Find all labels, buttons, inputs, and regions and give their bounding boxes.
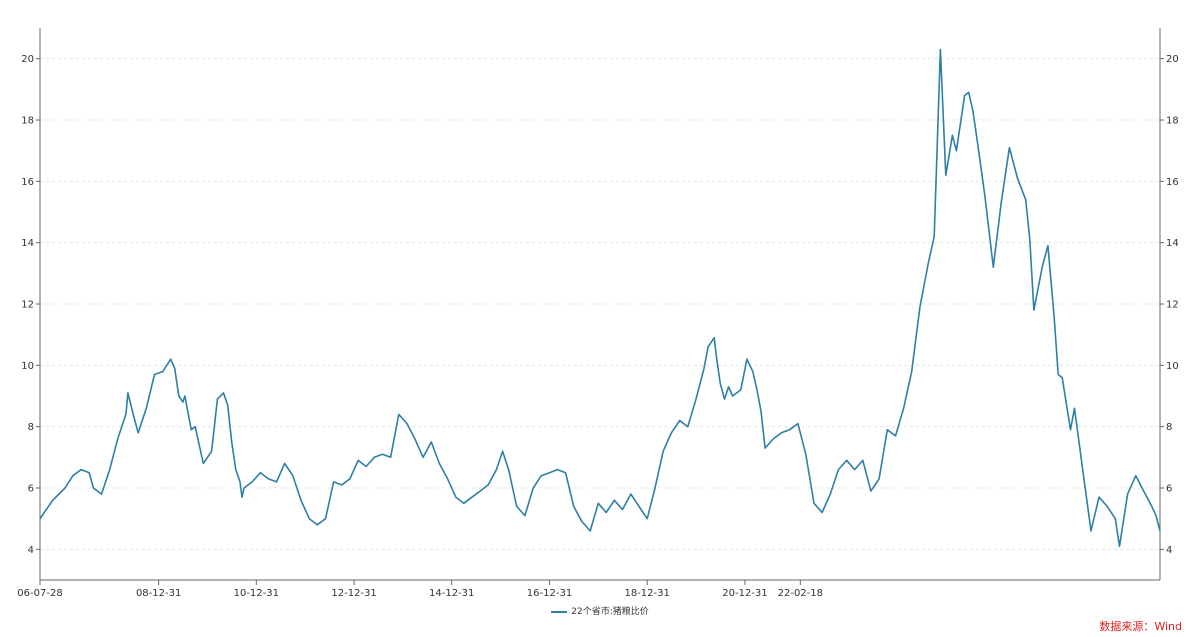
x-tick-label: 12-12-31 <box>331 588 376 599</box>
y-tick-label-left: 8 <box>28 422 34 433</box>
legend[interactable]: 22个省市:猪粮比价 <box>0 604 1200 617</box>
y-tick-label-left: 12 <box>21 300 34 311</box>
x-tick-label: 06-07-28 <box>17 588 62 599</box>
y-tick-label-left: 20 <box>21 54 34 65</box>
y-tick-label-right: 18 <box>1166 116 1179 127</box>
series-line <box>39 48 1161 548</box>
y-tick-label-right: 4 <box>1166 545 1172 556</box>
y-tick-label-left: 10 <box>21 361 34 372</box>
y-tick-label-left: 16 <box>21 177 34 188</box>
x-tick-label: 16-12-31 <box>527 588 572 599</box>
y-tick-label-left: 18 <box>21 116 34 127</box>
y-tick-label-right: 14 <box>1166 238 1179 249</box>
x-tick-label: 18-12-31 <box>624 588 669 599</box>
x-tick-label: 20-12-31 <box>722 588 767 599</box>
y-tick-label-left: 4 <box>28 545 34 556</box>
source-note: 数据来源：Wind <box>1099 620 1182 633</box>
x-tick-label: 10-12-31 <box>234 588 279 599</box>
y-tick-label-right: 8 <box>1166 422 1172 433</box>
x-tick-label: 22-02-18 <box>778 588 823 599</box>
y-tick-label-right: 12 <box>1166 300 1179 311</box>
x-tick-label: 08-12-31 <box>136 588 181 599</box>
legend-label: 22个省市:猪粮比价 <box>571 607 649 617</box>
y-tick-label-left: 6 <box>28 484 34 495</box>
legend-swatch <box>551 610 568 613</box>
y-tick-label-right: 16 <box>1166 177 1179 188</box>
y-tick-label-left: 14 <box>21 238 34 249</box>
line-chart: 4 4 6 6 8 8 10 10 12 12 14 14 16 16 18 18 20 20 06-07-28 08… <box>17 28 1179 599</box>
x-tick-label: 14-12-31 <box>429 588 474 599</box>
y-tick-label-right: 6 <box>1166 484 1172 495</box>
y-tick-label-right: 10 <box>1166 361 1179 372</box>
y-tick-label-right: 20 <box>1166 54 1179 65</box>
